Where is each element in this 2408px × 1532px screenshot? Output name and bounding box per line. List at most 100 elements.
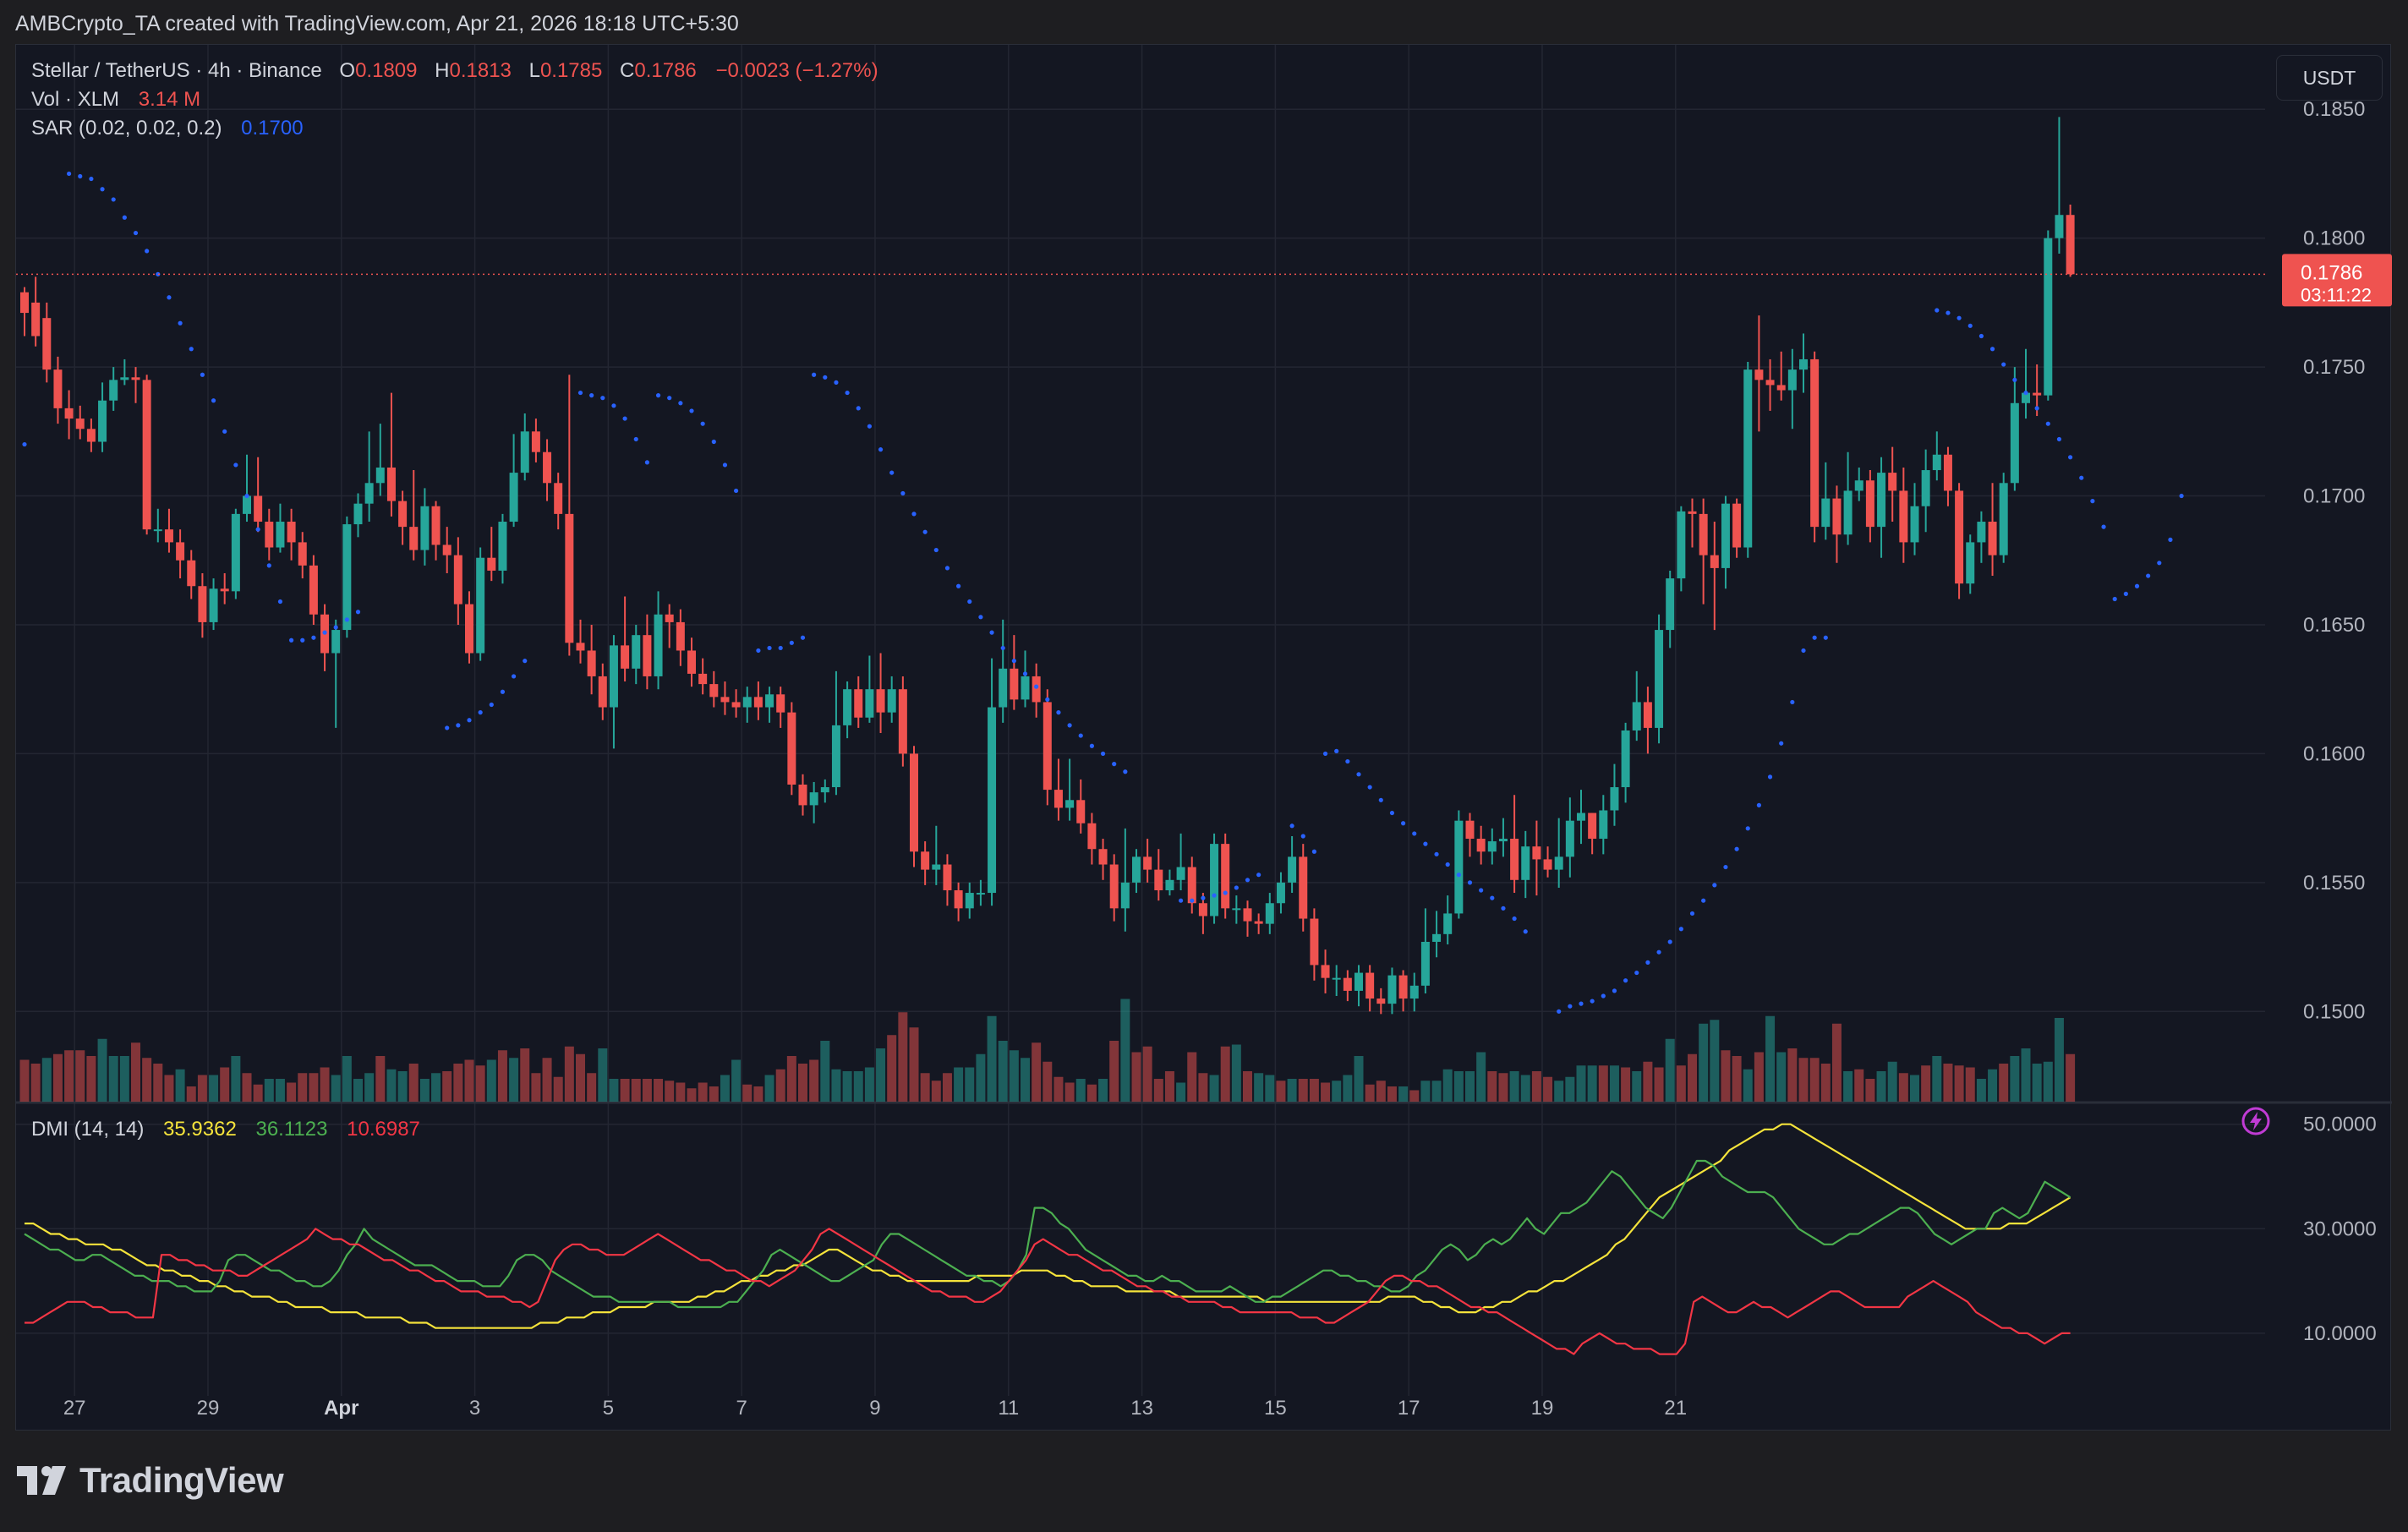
volume-bar bbox=[1887, 1061, 1897, 1102]
candle-body bbox=[176, 542, 185, 561]
candle-body bbox=[1865, 480, 1874, 528]
volume-bar bbox=[309, 1073, 319, 1102]
volume-bar bbox=[1643, 1061, 1653, 1102]
sar-dot bbox=[1445, 862, 1450, 867]
volume-bar bbox=[52, 1053, 63, 1102]
sar-dot bbox=[1078, 733, 1083, 738]
volume-bar bbox=[1231, 1044, 1241, 1102]
volume-bar bbox=[509, 1058, 519, 1102]
volume-bar bbox=[1598, 1065, 1608, 1102]
volume-bar bbox=[2032, 1064, 2042, 1102]
volume-bar bbox=[142, 1058, 152, 1102]
candle-body bbox=[1265, 903, 1274, 924]
volume-bar bbox=[1021, 1058, 1030, 1102]
volume-bar bbox=[242, 1073, 252, 1102]
candle-body bbox=[1843, 490, 1853, 535]
candle-body bbox=[164, 529, 173, 543]
volume-bar bbox=[1732, 1056, 1742, 1102]
candle-body bbox=[776, 694, 785, 713]
sar-dot bbox=[1712, 883, 1717, 888]
sar-dot bbox=[322, 630, 327, 635]
sar-dot bbox=[1946, 310, 1951, 315]
volume-bar bbox=[1476, 1052, 1486, 1102]
volume-bar bbox=[831, 1069, 841, 1102]
volume-bar bbox=[620, 1079, 630, 1102]
candle-body bbox=[1498, 839, 1508, 842]
volume-bar bbox=[1298, 1079, 1308, 1102]
volume-bar bbox=[1498, 1073, 1508, 1102]
sar-dot bbox=[1956, 315, 1962, 320]
sar-dot bbox=[778, 645, 783, 651]
sar-dot bbox=[1022, 671, 1028, 676]
volume-bar bbox=[1765, 1015, 1776, 1102]
candle-body bbox=[2055, 215, 2064, 238]
candle-body bbox=[1743, 369, 1753, 548]
candle-body bbox=[921, 851, 930, 870]
volume-bar bbox=[375, 1056, 386, 1102]
sar-dot bbox=[2012, 377, 2017, 382]
volume-bar bbox=[1276, 1081, 1286, 1102]
volume-bar bbox=[164, 1075, 174, 1102]
volume-bar bbox=[709, 1086, 719, 1102]
candle-body bbox=[287, 522, 296, 543]
volume-bar bbox=[1999, 1064, 2009, 1102]
sar-dot bbox=[1289, 823, 1294, 829]
sar-dot bbox=[1201, 895, 1206, 900]
volume-bar bbox=[19, 1059, 30, 1102]
candle-body bbox=[1899, 490, 1908, 543]
currency-button[interactable]: USDT bbox=[2276, 55, 2383, 101]
sar-dot bbox=[266, 563, 271, 568]
sar-dot bbox=[767, 645, 772, 651]
sar-dot bbox=[1667, 939, 1672, 944]
volume-bar bbox=[2043, 1061, 2053, 1102]
volume-bar bbox=[2054, 1018, 2064, 1102]
volume-bar bbox=[108, 1056, 118, 1102]
candle-body bbox=[843, 689, 852, 725]
time-axis-label: 13 bbox=[1130, 1397, 1153, 1420]
volume-bar bbox=[1809, 1058, 1820, 1102]
candle-body bbox=[1999, 483, 2008, 555]
candle-body bbox=[1365, 972, 1375, 999]
lightning-icon[interactable] bbox=[2241, 1106, 2271, 1136]
candle-body bbox=[809, 792, 818, 806]
sar-dot bbox=[467, 718, 472, 723]
sar-dot bbox=[500, 689, 506, 694]
volume-bar bbox=[1520, 1075, 1530, 1102]
candle-body bbox=[1610, 787, 1619, 811]
candle-body bbox=[999, 668, 1008, 708]
tradingview-logo[interactable]: TradingView bbox=[17, 1459, 284, 1502]
chart-panel[interactable]: 27 29 Apr 3 5 7 9 11 13 15 17 19 21 0.1850 0.1800 0.175… bbox=[15, 44, 2392, 1431]
candle-body bbox=[1165, 879, 1174, 890]
candle-body bbox=[643, 635, 652, 676]
volume-bar bbox=[1676, 1065, 1686, 1102]
sar-dot bbox=[333, 625, 338, 630]
sar-dot bbox=[2079, 475, 2084, 480]
symbol-legend[interactable]: Stellar / TetherUS · 4h · Binance O0.180… bbox=[31, 59, 882, 83]
volume-bar bbox=[1543, 1076, 1553, 1102]
dmi-legend[interactable]: DMI (14, 14) 35.9362 36.1123 10.6987 bbox=[31, 1118, 424, 1141]
candle-body bbox=[1977, 522, 1986, 543]
candle-body bbox=[1688, 511, 1697, 514]
candle-body bbox=[298, 542, 307, 566]
symbol-name[interactable]: Stellar / TetherUS · 4h · Binance bbox=[31, 59, 322, 82]
sar-dot bbox=[1557, 1009, 1562, 1014]
sar-dot bbox=[133, 230, 139, 236]
candle-body bbox=[965, 893, 974, 909]
chart-canvas[interactable]: 27 29 Apr 3 5 7 9 11 13 15 17 19 21 0.1850 0.1800 0.175… bbox=[16, 45, 2392, 1431]
volume-bar bbox=[1609, 1065, 1619, 1102]
volume-bar bbox=[408, 1064, 419, 1102]
candle-body bbox=[398, 501, 408, 528]
sar-legend[interactable]: SAR (0.02, 0.02, 0.2) 0.1700 bbox=[31, 117, 307, 140]
candle-body bbox=[831, 725, 840, 788]
candle-body bbox=[1310, 918, 1319, 966]
volume-bar bbox=[1665, 1038, 1675, 1102]
candle-body bbox=[520, 431, 529, 473]
volume-bar bbox=[654, 1079, 664, 1102]
candle-body bbox=[276, 522, 285, 548]
sar-dot bbox=[1322, 751, 1328, 757]
sar-dot bbox=[22, 441, 27, 447]
candle-body bbox=[1810, 358, 1820, 528]
candle-body bbox=[1776, 385, 1786, 391]
volume-legend[interactable]: Vol · XLM 3.14 M bbox=[31, 88, 204, 112]
candle-body bbox=[1754, 369, 1764, 380]
